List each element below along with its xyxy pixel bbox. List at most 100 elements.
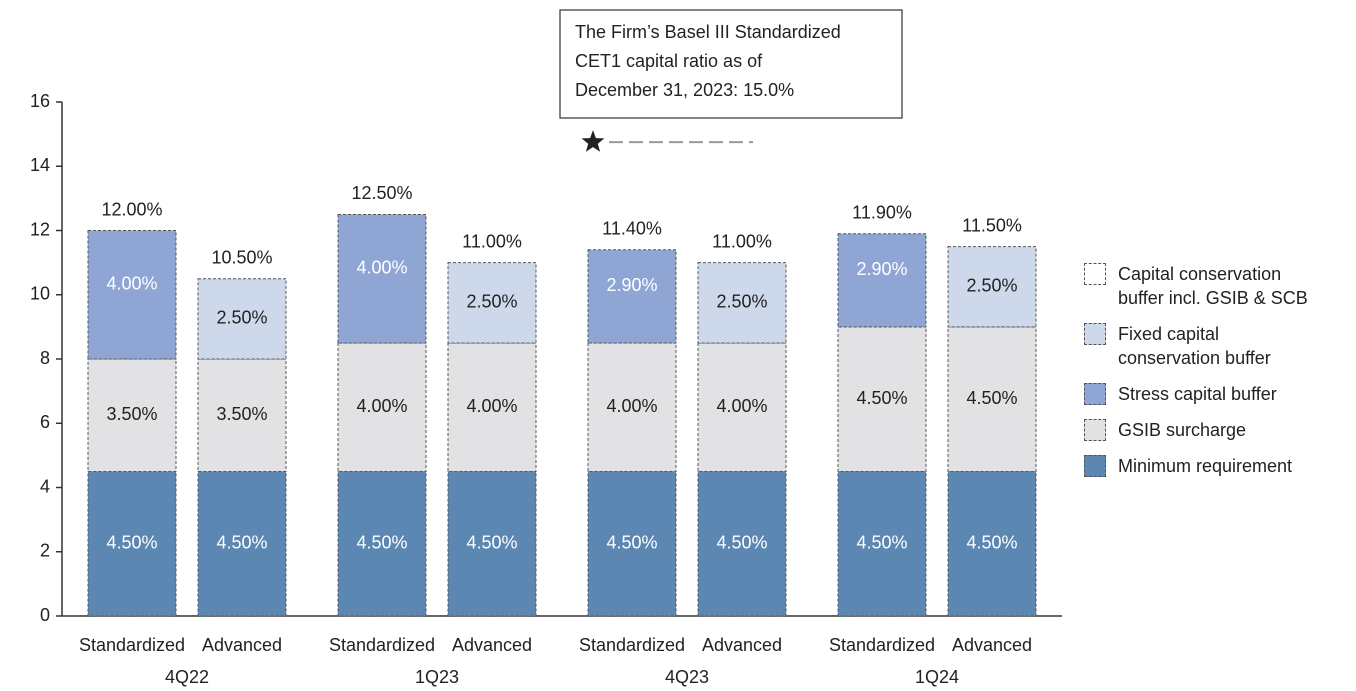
bar-segment — [947, 246, 1037, 328]
value-label: 4.50% — [856, 532, 907, 552]
y-tick-label: 0 — [40, 605, 50, 625]
bar-segment — [197, 278, 287, 360]
group-label: 1Q24 — [915, 667, 959, 687]
y-tick-label: 14 — [30, 155, 50, 175]
bar-segment — [337, 470, 427, 617]
y-tick-label: 2 — [40, 541, 50, 561]
value-label: 4.50% — [716, 532, 767, 552]
y-tick-label: 12 — [30, 219, 50, 239]
legend-swatch — [1084, 455, 1106, 477]
legend-label: GSIB surcharge — [1118, 420, 1247, 440]
legend-item: GSIB surcharge — [1084, 418, 1352, 442]
x-tick-label: Advanced — [952, 635, 1032, 655]
y-tick-label: 4 — [40, 476, 50, 496]
bar-segment — [87, 230, 177, 360]
x-tick-label: Standardized — [579, 635, 685, 655]
bar-segment — [947, 470, 1037, 617]
y-tick-label: 10 — [30, 284, 50, 304]
value-label: 2.90% — [606, 275, 657, 295]
legend-label: Stress capital buffer — [1118, 384, 1277, 404]
bar-segment — [587, 342, 677, 472]
bar-segment — [587, 470, 677, 617]
legend-swatch — [1084, 323, 1106, 345]
value-label: 4.50% — [356, 532, 407, 552]
x-tick-label: Advanced — [452, 635, 532, 655]
x-tick-label: Standardized — [329, 635, 435, 655]
y-tick-label: 16 — [30, 91, 50, 111]
legend-item: Stress capital buffer — [1084, 382, 1352, 406]
value-label: 4.50% — [216, 532, 267, 552]
y-tick-label: 8 — [40, 348, 50, 368]
total-label: 11.00% — [712, 231, 772, 251]
value-label: 3.50% — [106, 404, 157, 424]
bar-segment — [947, 326, 1037, 472]
legend-item: Fixed capital conservation buffer — [1084, 322, 1352, 370]
total-label: 11.00% — [462, 231, 522, 251]
value-label: 4.50% — [466, 532, 517, 552]
legend-swatch — [1084, 383, 1106, 405]
annotation-text: CET1 capital ratio as of — [575, 51, 763, 71]
bar-segment — [197, 470, 287, 617]
legend-label: Fixed capital conservation buffer — [1118, 324, 1271, 368]
bar-segment — [87, 470, 177, 617]
bar-segment — [837, 326, 927, 472]
value-label: 4.50% — [106, 532, 157, 552]
legend-label: Minimum requirement — [1118, 456, 1293, 476]
legend-item: Capital conservation buffer incl. GSIB &… — [1084, 262, 1352, 310]
annotation-box — [559, 9, 903, 119]
value-label: 2.90% — [856, 259, 907, 279]
total-label: 11.40% — [602, 219, 662, 239]
group-label: 4Q23 — [665, 667, 709, 687]
annotation-text: The Firm’s Basel III Standardized — [575, 22, 841, 42]
value-label: 4.50% — [856, 388, 907, 408]
value-label: 4.00% — [356, 396, 407, 416]
annotation-text: December 31, 2023: 15.0% — [575, 80, 794, 100]
total-label: 12.50% — [351, 183, 412, 203]
value-label: 4.00% — [466, 396, 517, 416]
x-tick-label: Advanced — [202, 635, 282, 655]
value-label: 4.00% — [356, 257, 407, 277]
bar-segment — [697, 470, 787, 617]
bar-segment — [837, 233, 927, 328]
bar-segment — [197, 358, 287, 472]
value-label: 4.50% — [966, 388, 1017, 408]
bar-segment — [337, 342, 427, 472]
legend-swatch — [1084, 263, 1106, 285]
value-label: 3.50% — [216, 404, 267, 424]
bar-segment — [447, 470, 537, 617]
value-label: 4.00% — [606, 396, 657, 416]
value-label: 2.50% — [466, 292, 517, 312]
bar-segment — [587, 249, 677, 344]
x-tick-label: Standardized — [79, 635, 185, 655]
total-label: 12.00% — [101, 199, 162, 219]
x-tick-label: Advanced — [702, 635, 782, 655]
total-label: 11.90% — [852, 202, 912, 222]
value-label: 2.50% — [216, 308, 267, 328]
total-label: 11.50% — [962, 215, 1022, 235]
group-label: 4Q22 — [165, 667, 209, 687]
x-tick-label: Standardized — [829, 635, 935, 655]
total-label: 10.50% — [211, 247, 272, 267]
value-label: 4.50% — [966, 532, 1017, 552]
group-label: 1Q23 — [415, 667, 459, 687]
legend-label: Capital conservation buffer incl. GSIB &… — [1118, 264, 1308, 308]
bar-segment — [447, 262, 537, 344]
legend-item: Minimum requirement — [1084, 454, 1352, 478]
value-label: 2.50% — [966, 275, 1017, 295]
legend-swatch — [1084, 419, 1106, 441]
y-tick-label: 6 — [40, 412, 50, 432]
bar-segment — [337, 213, 427, 344]
annotation-star — [581, 130, 605, 152]
bar-segment — [87, 358, 177, 472]
legend: Capital conservation buffer incl. GSIB &… — [1084, 262, 1352, 490]
bar-segment — [697, 342, 787, 472]
bar-segment — [447, 342, 537, 472]
value-label: 4.00% — [716, 396, 767, 416]
value-label: 4.50% — [606, 532, 657, 552]
bar-segment — [697, 262, 787, 344]
value-label: 4.00% — [106, 274, 157, 294]
value-label: 2.50% — [716, 292, 767, 312]
bar-segment — [837, 470, 927, 617]
